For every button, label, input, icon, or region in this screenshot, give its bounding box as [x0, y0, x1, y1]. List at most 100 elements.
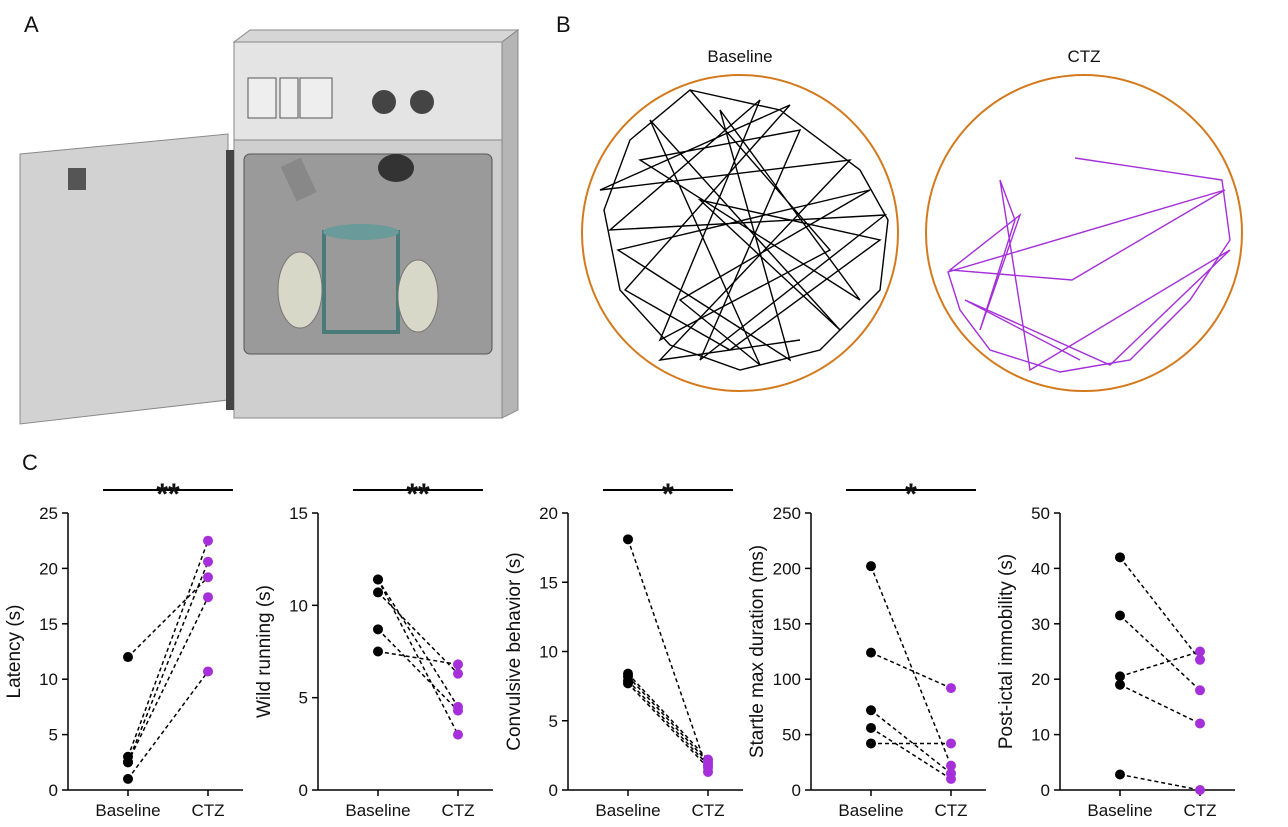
baseline-point — [866, 723, 876, 733]
pair-line — [628, 674, 708, 760]
y-tick-label: 5 — [549, 712, 558, 731]
x-tick-label: Baseline — [345, 801, 410, 820]
baseline-point — [123, 652, 133, 662]
ctz-point — [453, 669, 463, 679]
y-axis-label: Convulsive behavior (s) — [504, 552, 525, 751]
baseline-point — [1115, 552, 1125, 562]
ctz-point — [946, 774, 956, 784]
ctz-point — [453, 706, 463, 716]
baseline-point — [123, 757, 133, 767]
trajectory-plots: Baseline CTZ — [582, 47, 1242, 391]
y-tick-label: 50 — [1031, 504, 1050, 523]
baseline-point — [623, 534, 633, 544]
pair-line — [628, 683, 708, 767]
y-tick-label: 10 — [289, 596, 308, 615]
pair-line — [128, 541, 208, 757]
ctz-point — [203, 592, 213, 602]
pair-line — [378, 629, 458, 710]
ctz-point — [946, 683, 956, 693]
baseline-point — [373, 647, 383, 657]
y-tick-label: 50 — [782, 726, 801, 745]
x-tick-label: CTZ — [1183, 801, 1216, 820]
pair-line — [628, 681, 708, 765]
pair-line — [128, 562, 208, 763]
x-tick-label: Baseline — [838, 801, 903, 820]
x-tick-label: CTZ — [934, 801, 967, 820]
y-tick-label: 20 — [1031, 670, 1050, 689]
baseline-point — [1115, 610, 1125, 620]
baseline-point — [1115, 769, 1125, 779]
ctz-point — [453, 659, 463, 669]
pair-line — [871, 653, 951, 688]
y-tick-label: 0 — [299, 781, 308, 800]
pair-line — [378, 579, 458, 734]
y-tick-label: 15 — [539, 573, 558, 592]
baseline-point — [373, 624, 383, 634]
baseline-point — [623, 678, 633, 688]
pair-line — [378, 652, 458, 665]
y-tick-label: 15 — [289, 504, 308, 523]
baseline-point — [1115, 680, 1125, 690]
y-tick-label: 0 — [1041, 781, 1050, 800]
panel-label: C — [22, 450, 38, 475]
x-tick-label: CTZ — [691, 801, 724, 820]
ctz-point — [203, 557, 213, 567]
y-tick-label: 0 — [549, 781, 558, 800]
pair-line — [871, 710, 951, 773]
ctz-point — [1195, 785, 1205, 795]
pair-line — [378, 592, 458, 673]
x-tick-label: Baseline — [95, 801, 160, 820]
baseline-point — [123, 774, 133, 784]
baseline-point — [373, 574, 383, 584]
panel-label: B — [556, 12, 571, 37]
ctz-point — [703, 763, 713, 773]
significance-label: * — [905, 478, 917, 511]
ctz-point — [203, 536, 213, 546]
y-tick-label: 5 — [49, 726, 58, 745]
x-tick-label: CTZ — [441, 801, 474, 820]
y-tick-label: 10 — [539, 643, 558, 662]
y-tick-label: 40 — [1031, 559, 1050, 578]
baseline-point — [866, 738, 876, 748]
figure: A B C Baseline CTZ 0 5 10 15 20 25 Baseline CTZ… — [0, 0, 1288, 827]
ctz-point — [1195, 719, 1205, 729]
pair-line — [128, 577, 208, 657]
y-tick-label: 5 — [299, 689, 308, 708]
significance-label: * — [662, 478, 674, 511]
significance-label: ** — [406, 478, 430, 511]
ctz-point — [946, 738, 956, 748]
y-tick-label: 100 — [773, 670, 801, 689]
baseline-point — [373, 587, 383, 597]
y-tick-label: 250 — [773, 504, 801, 523]
y-tick-label: 0 — [49, 781, 58, 800]
y-tick-label: 20 — [39, 559, 58, 578]
pair-line — [1120, 685, 1200, 724]
y-tick-label: 150 — [773, 615, 801, 634]
ctz-point — [1195, 647, 1205, 657]
y-tick-label: 15 — [39, 615, 58, 634]
pair-line — [628, 676, 708, 762]
baseline-point — [866, 705, 876, 715]
significance-label: ** — [156, 478, 180, 511]
pair-line — [378, 579, 458, 706]
y-tick-label: 200 — [773, 559, 801, 578]
panel-label: A — [24, 12, 39, 37]
y-axis-label: Latency (s) — [4, 605, 25, 699]
y-tick-label: 20 — [539, 504, 558, 523]
y-tick-label: 10 — [1031, 726, 1050, 745]
pair-line — [1120, 774, 1200, 790]
pair-line — [628, 539, 708, 772]
pair-line — [128, 671, 208, 778]
y-tick-label: 0 — [792, 781, 801, 800]
trajectory-title: CTZ — [1067, 47, 1100, 66]
x-tick-label: Baseline — [1087, 801, 1152, 820]
y-tick-label: 30 — [1031, 615, 1050, 634]
x-tick-label: Baseline — [595, 801, 660, 820]
pair-line — [1120, 615, 1200, 690]
ctz-point — [1195, 685, 1205, 695]
y-tick-label: 25 — [39, 504, 58, 523]
pair-line — [128, 597, 208, 762]
ctz-point — [203, 572, 213, 582]
trajectory-title: Baseline — [707, 47, 772, 66]
